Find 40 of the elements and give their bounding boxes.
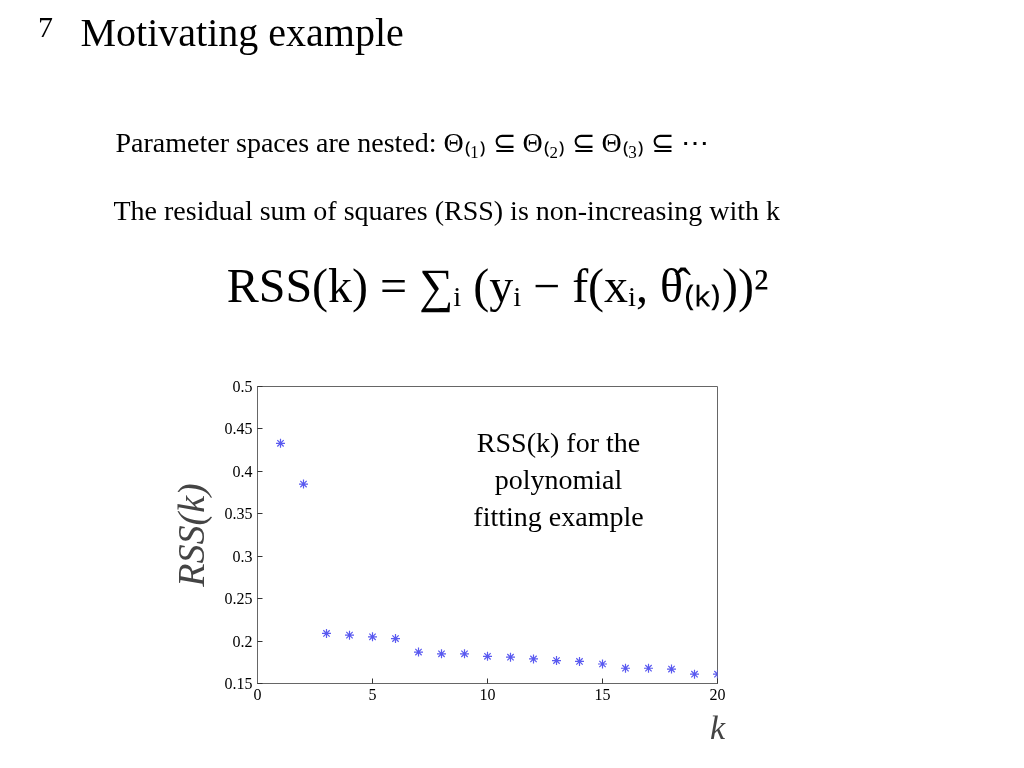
text: Parameter spaces are nested: Θ₍₁₎ ⊆ Θ₍₂₎ ⊆ Θ₍₃₎ ⊆ ⋯ [115, 127, 709, 158]
text: RSS(k) = ∑ᵢ (yᵢ − f(xᵢ, θ̂₍ₖ₎))² [226, 259, 769, 313]
point [528, 653, 539, 664]
point [275, 438, 286, 449]
point [666, 663, 677, 675]
point [643, 663, 654, 674]
y-tick-label: 0.2 [232, 632, 253, 650]
y-tick-label: 0.25 [224, 590, 253, 608]
x-tick-label: 20 [709, 685, 726, 703]
x-tick-label: 15 [594, 685, 611, 703]
point [459, 648, 470, 659]
x-tick-label: 5 [368, 685, 377, 703]
x-tick-label: 0 [253, 685, 262, 703]
x-tick-label: 10 [479, 685, 496, 703]
point [390, 633, 401, 644]
text: 7 [38, 10, 53, 43]
text: The residual sum of squares (RSS) is non-increasing with k [113, 195, 780, 226]
point [689, 669, 700, 680]
point [597, 658, 608, 670]
point [482, 651, 493, 662]
y-axis-title: RSS(k) [169, 483, 213, 588]
y-tick-label: 0.35 [224, 505, 253, 523]
point [321, 628, 332, 639]
chart-title: Motivating example [80, 10, 404, 55]
y-tick-label: 0.5 [232, 378, 253, 395]
point [413, 647, 424, 658]
point [505, 652, 516, 663]
y-tick-label: 0.45 [224, 420, 253, 438]
point [620, 663, 631, 674]
y-tick-label: 0.3 [232, 547, 253, 565]
point [574, 656, 585, 667]
y-tick-label: 0.4 [232, 462, 253, 480]
point [298, 478, 309, 490]
annotation: RSS(k) for the polynomial fitting example [473, 427, 644, 532]
point [344, 630, 355, 641]
point [367, 631, 378, 642]
y-tick-label: 0.15 [224, 675, 253, 692]
point [551, 655, 562, 666]
x-axis-title: k [709, 708, 726, 746]
point [436, 648, 447, 659]
